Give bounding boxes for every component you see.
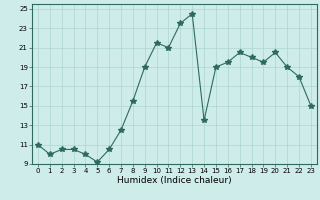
X-axis label: Humidex (Indice chaleur): Humidex (Indice chaleur) (117, 176, 232, 185)
